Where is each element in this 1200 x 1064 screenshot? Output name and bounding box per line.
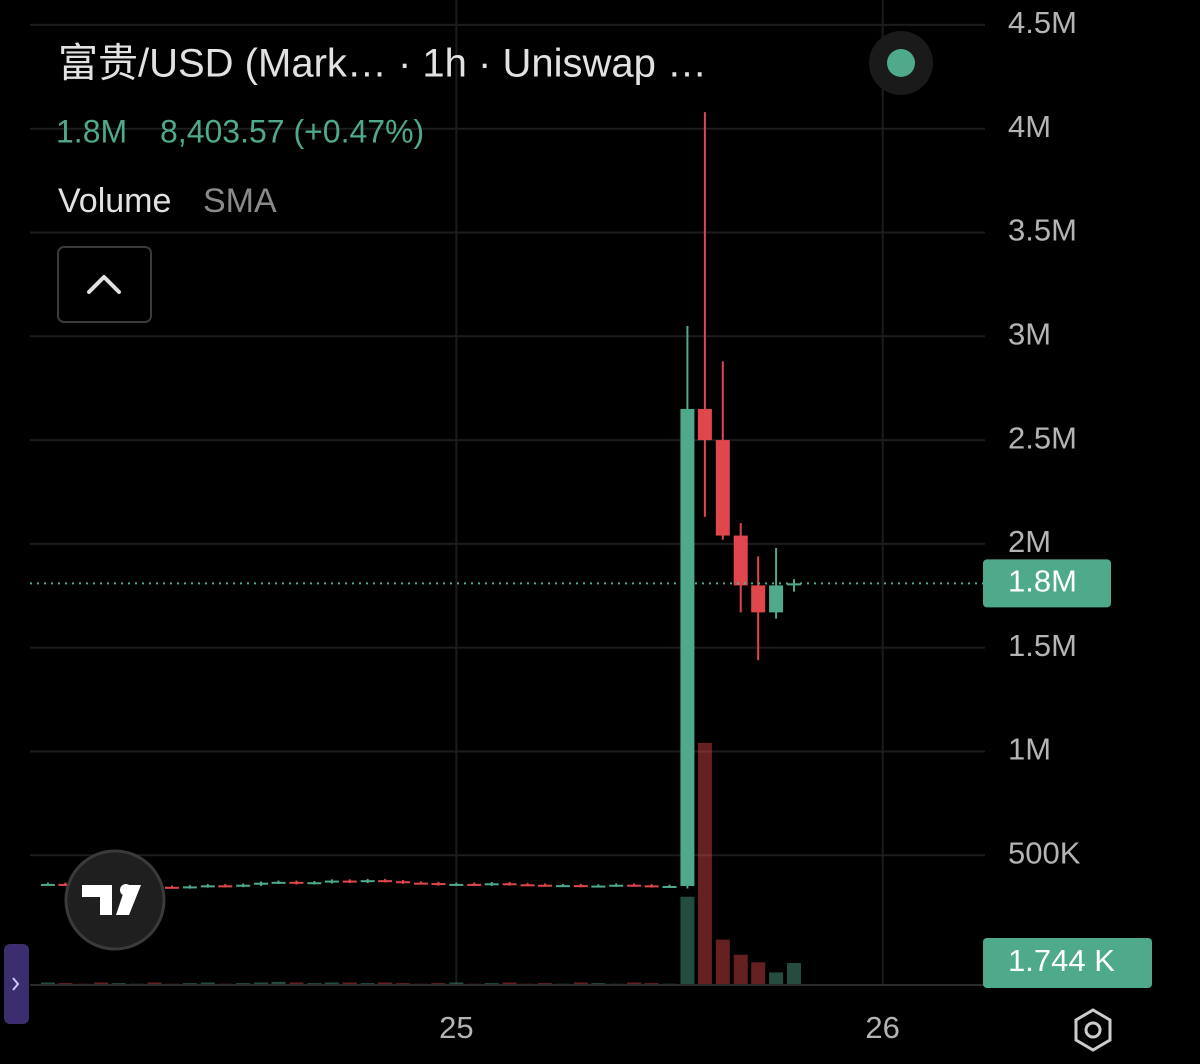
volume-bar (254, 982, 269, 985)
candle-body (662, 885, 677, 888)
candle-body (591, 885, 606, 888)
candle-body (609, 884, 624, 887)
candle-body (200, 885, 215, 888)
axes: 500K 1M 1.5M 2M 2.5M 3M 3.5M 4M 4.5M 25 26 1.8M 1.74… (30, 5, 1152, 1045)
side-tab[interactable] (4, 944, 29, 1024)
x-tick-label: 25 (439, 1010, 473, 1045)
volume-bar (94, 982, 109, 985)
candle-body (307, 882, 322, 885)
volume-bar (324, 982, 339, 985)
candle-body (697, 408, 712, 441)
y-tick-label: 4.5M (1008, 5, 1077, 40)
header-price: 1.8M (56, 113, 127, 149)
volume-bar (378, 982, 393, 985)
candle-body (182, 886, 197, 889)
candle-body (644, 885, 659, 888)
grid (30, 0, 985, 985)
candle-body (396, 881, 411, 884)
candle-body (254, 882, 269, 885)
side-tab-icon (12, 977, 20, 991)
logo-dot (120, 884, 132, 896)
candle-body (236, 884, 251, 887)
y-tick-label: 2M (1008, 524, 1051, 559)
candle-body (342, 880, 357, 883)
volume-label: 1.744 K (1008, 943, 1115, 978)
volume-bar (502, 982, 517, 985)
y-tick-label: 1.5M (1008, 628, 1077, 663)
candle-body (555, 885, 570, 888)
candle-body (680, 408, 695, 886)
candle-body (449, 883, 464, 886)
volume-bar (289, 982, 304, 985)
candle-body (40, 883, 55, 886)
volume-bar (271, 981, 286, 985)
volume-bar (751, 962, 766, 985)
volume-bar (769, 972, 784, 985)
y-tick-label: 3M (1008, 316, 1051, 351)
candle-body (378, 880, 393, 883)
candle-body (271, 881, 286, 884)
candle-body (787, 583, 801, 586)
candle-body (627, 884, 642, 887)
y-tick-label: 1M (1008, 732, 1051, 767)
volume-bar (147, 982, 162, 985)
y-tick-label: 500K (1008, 835, 1081, 870)
indicator-type: SMA (203, 182, 277, 220)
collapse-button[interactable] (57, 246, 152, 323)
status-dot (887, 49, 915, 77)
settings-button[interactable] (1074, 1008, 1112, 1052)
candle-body (360, 880, 375, 883)
candle-body (218, 885, 233, 888)
volume-bar (697, 742, 712, 985)
volume-bar (200, 982, 215, 985)
candle-body (467, 883, 482, 886)
candle-body (164, 886, 179, 889)
y-tick-label: 3.5M (1008, 213, 1077, 248)
volume-bar (40, 982, 55, 985)
candle-body (520, 884, 535, 887)
candle-body (58, 883, 73, 886)
candle-body (733, 535, 748, 586)
price-label-bg (983, 559, 1111, 608)
price-label: 1.8M (1008, 564, 1077, 599)
logo[interactable] (64, 849, 166, 951)
candle-body (502, 883, 517, 886)
candle-body (413, 882, 428, 885)
volume-bar (715, 939, 730, 985)
candle-body (573, 885, 588, 888)
y-tick-label: 4M (1008, 109, 1051, 144)
volume-bar (627, 982, 642, 985)
indicator-name: Volume (58, 182, 171, 220)
chart-title: 富贵/USD (Mark… · 1h · Uniswap … (58, 42, 707, 86)
x-tick-label: 26 (865, 1010, 899, 1045)
candle-body (484, 883, 499, 886)
header-change: 8,403.57 (+0.47%) (160, 113, 424, 149)
volume-bar (342, 982, 357, 985)
candle-body (769, 585, 784, 613)
candle-body (715, 440, 730, 536)
settings-icon (1084, 1021, 1102, 1039)
volume-bar (787, 963, 801, 985)
candle-body (324, 880, 339, 883)
volume-bar (573, 982, 588, 985)
volume-bar (449, 982, 464, 985)
candle-body (289, 881, 304, 884)
volume-bar (733, 954, 748, 985)
candle-body (538, 884, 553, 887)
volume-bar (680, 896, 695, 985)
collapse-icon (87, 275, 121, 294)
candle-body (751, 585, 766, 613)
y-tick-label: 2.5M (1008, 420, 1077, 455)
candles (40, 112, 801, 889)
volume-label-bg (983, 938, 1152, 989)
overlay: 富贵/USD (Mark… · 1h · Uniswap … 1.8M 8,40… (4, 31, 1112, 1052)
candle-body (431, 883, 446, 886)
